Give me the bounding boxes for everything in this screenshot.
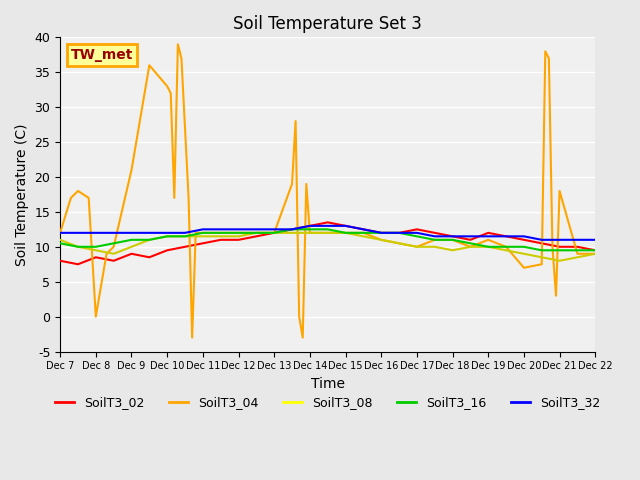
Y-axis label: Soil Temperature (C): Soil Temperature (C) (15, 123, 29, 266)
Text: TW_met: TW_met (71, 48, 133, 62)
Legend: SoilT3_02, SoilT3_04, SoilT3_08, SoilT3_16, SoilT3_32: SoilT3_02, SoilT3_04, SoilT3_08, SoilT3_… (50, 391, 605, 414)
Title: Soil Temperature Set 3: Soil Temperature Set 3 (233, 15, 422, 33)
X-axis label: Time: Time (310, 377, 345, 391)
